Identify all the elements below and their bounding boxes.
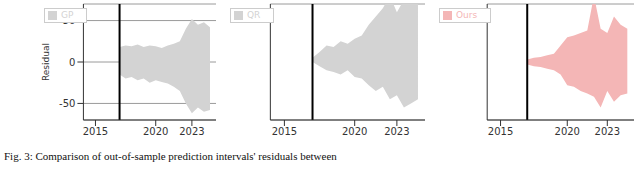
svg-text:2015: 2015 [83, 126, 108, 137]
svg-text:2015: 2015 [272, 126, 297, 137]
svg-text:0: 0 [69, 57, 75, 68]
svg-text:2023: 2023 [595, 126, 620, 137]
svg-text:2020: 2020 [143, 126, 168, 137]
svg-text:Residual: Residual [41, 43, 51, 81]
svg-text:2015: 2015 [488, 126, 513, 137]
svg-text:2023: 2023 [179, 126, 204, 137]
svg-text:2020: 2020 [555, 126, 580, 137]
svg-text:-50: -50 [59, 98, 75, 109]
svg-text:50: 50 [63, 15, 76, 26]
svg-text:2020: 2020 [342, 126, 367, 137]
svg-text:2023: 2023 [384, 126, 409, 137]
